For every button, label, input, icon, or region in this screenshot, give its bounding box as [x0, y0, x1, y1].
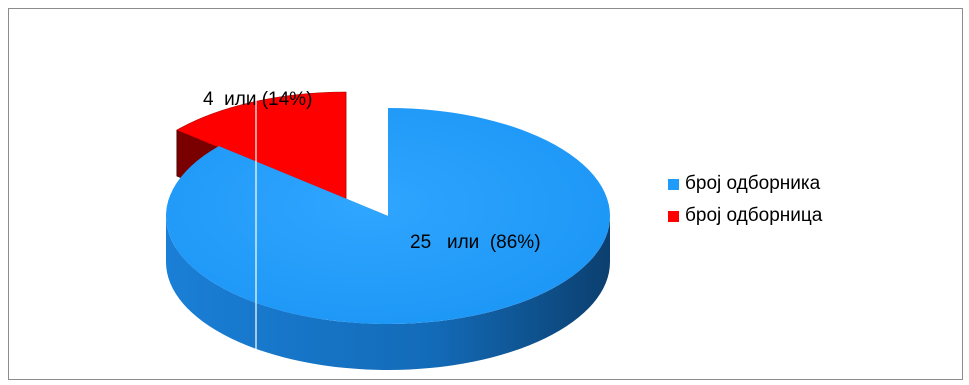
- legend-label-male: број одборника: [685, 173, 821, 194]
- data-label-female: 4 или (14%): [203, 89, 313, 110]
- legend-swatch-blue-icon: [668, 178, 679, 190]
- legend-swatch-red-icon: [668, 210, 679, 222]
- legend: број одборника број одборница: [668, 168, 822, 232]
- slice-female: [176, 91, 347, 201]
- legend-item-female: број одборница: [668, 200, 822, 232]
- data-label-male: 25 или (86%): [410, 232, 541, 253]
- legend-label-female: број одборница: [685, 205, 823, 226]
- slice-male: [165, 108, 610, 325]
- slice-male-side: [166, 216, 610, 370]
- legend-item-male: број одборника: [668, 168, 822, 200]
